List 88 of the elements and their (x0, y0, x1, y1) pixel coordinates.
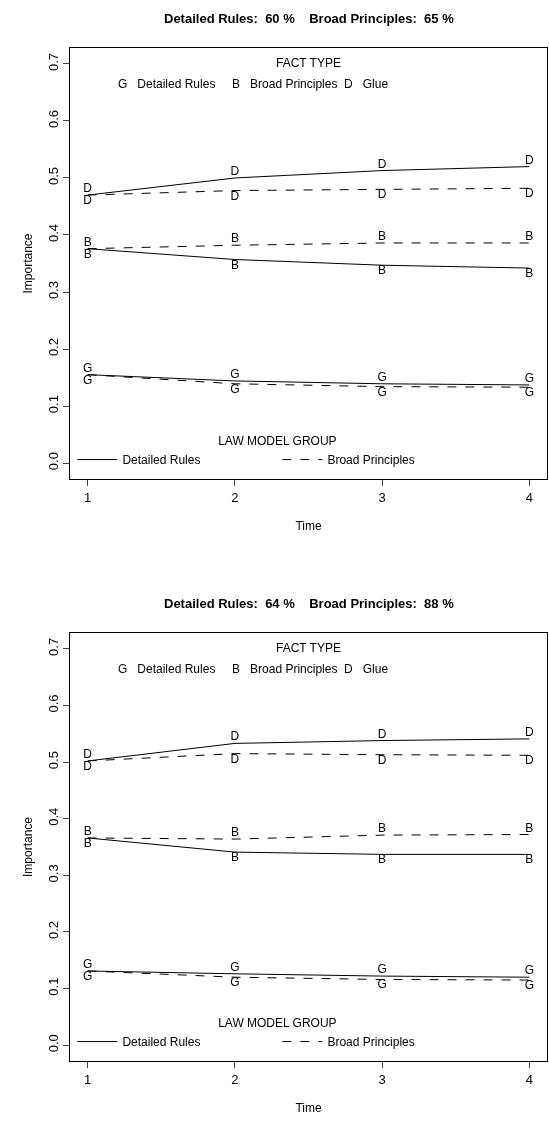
x-tick-label: 1 (84, 1071, 92, 1087)
data-label: G (230, 975, 240, 990)
y-tick-label: 0.4 (45, 224, 61, 243)
data-label: G (377, 962, 387, 977)
y-tick-label: 0.7 (45, 637, 61, 656)
data-label: D (524, 152, 534, 167)
data-label: D (230, 188, 240, 203)
data-label: B (525, 266, 534, 281)
annotation: FACT TYPE (276, 56, 341, 70)
data-label: D (524, 724, 534, 739)
data-label: D (524, 753, 534, 768)
y-tick-label: 0.2 (45, 920, 61, 940)
data-label: G (524, 963, 534, 978)
data-label: B (83, 234, 92, 249)
y-tick-label: 0.5 (45, 751, 61, 770)
data-label: G (524, 385, 534, 400)
legend-label: Broad Principles (327, 1035, 415, 1050)
y-tick-label: 0.3 (45, 281, 61, 300)
data-label: G (524, 370, 534, 385)
x-axis-title: Time (295, 1101, 322, 1116)
data-label: B (525, 228, 534, 243)
y-tick-label: 0.6 (45, 694, 61, 713)
data-label: D (83, 181, 93, 196)
y-axis-title: Importance (21, 816, 36, 878)
data-label: B (378, 821, 387, 836)
data-label: B (378, 228, 387, 243)
data-label: G (83, 956, 93, 971)
annotation: G Detailed Rules B Broad Principles D Glue (118, 77, 389, 91)
data-label: G (524, 978, 534, 993)
data-label: B (230, 257, 239, 272)
legend-title: LAW MODEL GROUP (218, 1016, 337, 1031)
data-label: G (377, 977, 387, 992)
data-label: G (83, 360, 93, 375)
y-tick-label: 0.3 (45, 864, 61, 883)
x-tick-label: 1 (84, 489, 92, 505)
data-label: G (83, 372, 93, 387)
data-label: B (230, 850, 239, 865)
y-tick-label: 0.7 (45, 52, 61, 72)
data-label: D (377, 726, 387, 741)
data-label: B (525, 852, 534, 867)
data-label: D (83, 746, 93, 761)
y-tick-label: 0.5 (45, 166, 61, 186)
legend-title: LAW MODEL GROUP (218, 434, 337, 449)
data-label: G (377, 369, 387, 384)
data-label: D (377, 187, 387, 202)
chart-title: Detailed Rules: 60 % Broad Principles: 65 % (164, 11, 455, 26)
data-label: G (230, 959, 240, 974)
y-tick-label: 0.4 (45, 807, 61, 826)
y-axis-title: Importance (21, 233, 36, 294)
y-tick-label: 0.1 (45, 977, 61, 996)
y-tick-label: 0.2 (45, 338, 61, 357)
data-label: B (83, 835, 92, 850)
data-label: B (83, 246, 92, 261)
data-label: D (230, 751, 240, 766)
data-label: D (83, 193, 93, 208)
x-tick-label: 3 (378, 1071, 386, 1087)
y-tick-label: 0.1 (45, 395, 61, 414)
x-tick-label: 4 (525, 1071, 533, 1087)
data-label: G (377, 384, 387, 399)
y-tick-label: 0.6 (45, 109, 61, 129)
data-label: B (83, 823, 92, 838)
annotation: FACT TYPE (276, 641, 341, 655)
y-tick-label: 0.0 (45, 1034, 61, 1053)
x-tick-label: 2 (231, 489, 239, 505)
x-axis-title: Time (295, 519, 322, 534)
data-label: G (230, 366, 240, 381)
data-label: B (378, 263, 387, 278)
legend-label: Broad Principles (327, 453, 415, 468)
legend-label: Detailed Rules (122, 453, 201, 468)
legend-label: Detailed Rules (122, 1035, 201, 1050)
y-tick-label: 0.0 (45, 452, 61, 471)
data-label: B (230, 231, 239, 246)
x-tick-label: 3 (378, 489, 386, 505)
data-label: G (230, 381, 240, 396)
data-label: B (525, 820, 534, 835)
data-label: B (378, 852, 387, 867)
chart-title: Detailed Rules: 64 % Broad Principles: 88 % (164, 596, 455, 611)
x-tick-label: 2 (231, 1071, 239, 1087)
data-label: D (83, 758, 93, 773)
annotation: G Detailed Rules B Broad Principles D Glue (118, 662, 389, 676)
data-label: D (230, 729, 240, 744)
data-label: D (230, 163, 240, 178)
x-tick-label: 4 (525, 489, 533, 505)
data-label: G (83, 968, 93, 983)
data-label: D (524, 186, 534, 201)
data-label: D (377, 752, 387, 767)
data-label: B (230, 825, 239, 840)
data-label: D (377, 156, 387, 171)
